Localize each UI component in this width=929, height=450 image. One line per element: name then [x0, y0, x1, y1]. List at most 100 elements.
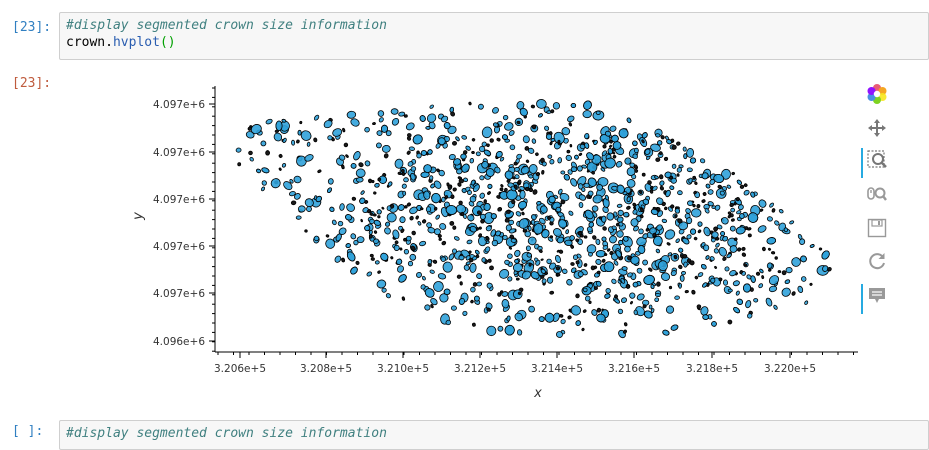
crown-plot[interactable]: 4.097e+6 4.097e+6 4.097e+6 4.097e+6 4.097e+6… [0, 0, 929, 410]
crown-polygon [633, 309, 638, 316]
crown-polygon [468, 201, 475, 207]
crown-polygon [616, 184, 625, 194]
crown-polygon [290, 200, 297, 206]
crown-polygon [630, 218, 639, 227]
crown-polygon [565, 154, 572, 161]
crown-polygon [403, 114, 408, 118]
crown-polygon [385, 293, 391, 299]
crown-polygon [499, 269, 510, 279]
crown-polygon [578, 194, 587, 201]
crown-polygon [458, 254, 465, 261]
crown-polygon [247, 126, 252, 131]
reset-icon[interactable] [862, 247, 892, 275]
crown-polygon [558, 219, 568, 229]
crown-polygon [416, 271, 422, 278]
hover-glyph [869, 288, 885, 303]
crown-polygon [642, 259, 648, 266]
crown-polygon [557, 157, 563, 164]
crown-polygon [547, 154, 553, 159]
crown-polygon [494, 166, 501, 174]
crown-polygon [702, 192, 707, 196]
crown-polygon [372, 122, 376, 126]
crown-polygon [237, 162, 242, 167]
crown-polygon [500, 184, 504, 188]
crown-polygon [519, 186, 525, 191]
crown-polygon [766, 237, 777, 245]
crown-polygon [721, 217, 729, 225]
crown-polygon [386, 212, 397, 223]
crown-polygon [438, 169, 445, 177]
crown-polygon [499, 187, 504, 192]
crown-polygon [350, 233, 357, 240]
crown-polygon [735, 197, 740, 202]
crown-polygon [509, 228, 516, 234]
crown-polygon [406, 150, 411, 155]
crown-polygon [702, 244, 710, 252]
crown-polygon [701, 199, 706, 203]
crown-polygon [582, 287, 588, 293]
crown-polygon [486, 325, 497, 337]
hover-icon[interactable] [861, 282, 892, 314]
crown-polygon [735, 290, 740, 296]
input-cell[interactable]: [23]: #display segmented crown size info… [0, 10, 929, 62]
crown-polygon [613, 211, 618, 218]
crown-polygon [612, 154, 617, 159]
crown-polygon [549, 159, 555, 165]
crown-polygon [491, 239, 499, 247]
save-icon[interactable] [862, 214, 892, 242]
crown-polygon [556, 272, 561, 277]
crown-polygon [409, 215, 414, 221]
crown-polygon [517, 179, 522, 185]
crown-polygon [642, 304, 647, 309]
crown-polygon [593, 139, 598, 145]
crown-polygon [315, 195, 322, 203]
next-code-editor[interactable]: #display segmented crown size informatio… [59, 420, 929, 450]
crown-polygon [369, 218, 375, 225]
crown-polygon [497, 292, 502, 297]
crown-polygon [641, 139, 645, 144]
pan-icon[interactable] [862, 114, 892, 142]
crown-polygon [427, 263, 432, 267]
crown-polygon [800, 255, 807, 263]
box-zoom-icon[interactable] [861, 146, 892, 178]
crown-polygon [304, 154, 314, 162]
next-input-cell[interactable]: [ ]: #display segmented crown size infor… [0, 418, 929, 450]
crown-polygon [568, 122, 572, 127]
crown-polygon [555, 266, 560, 271]
crown-polygon [700, 263, 707, 270]
crown-polygon [437, 234, 442, 238]
crown-polygon [660, 272, 671, 281]
crown-polygon [527, 225, 532, 232]
crown-polygon [412, 134, 423, 145]
crown-polygon [373, 230, 378, 234]
crown-polygon [634, 168, 639, 173]
crown-polygon [507, 276, 513, 282]
crown-polygon [407, 133, 412, 138]
crown-polygon [530, 271, 540, 280]
crown-polygon [591, 205, 599, 212]
crown-polygon [596, 313, 606, 323]
crown-polygon [465, 261, 471, 266]
crown-polygon [470, 286, 476, 293]
code-method: hvplot [112, 35, 160, 50]
crown-polygon [410, 172, 416, 181]
crown-polygon [281, 118, 287, 123]
wheel-zoom-icon[interactable] [862, 181, 892, 209]
crown-polygon [637, 245, 646, 254]
code-editor[interactable]: #display segmented crown size informatio… [59, 12, 929, 60]
crown-polygon [620, 277, 626, 284]
crown-polygon [425, 126, 431, 130]
crown-polygon [470, 179, 476, 186]
crown-polygon [553, 228, 562, 237]
crown-polygon [430, 298, 438, 306]
crown-polygon [686, 148, 695, 158]
crown-polygon [575, 320, 581, 326]
crown-polygon [368, 229, 373, 235]
crown-polygon [729, 245, 738, 253]
crown-polygon [733, 306, 741, 314]
crown-polygon [689, 157, 697, 164]
crown-polygon [605, 288, 611, 294]
crown-polygon [486, 307, 491, 312]
bokeh-logo-icon[interactable] [862, 80, 892, 108]
crown-polygon [471, 150, 475, 155]
